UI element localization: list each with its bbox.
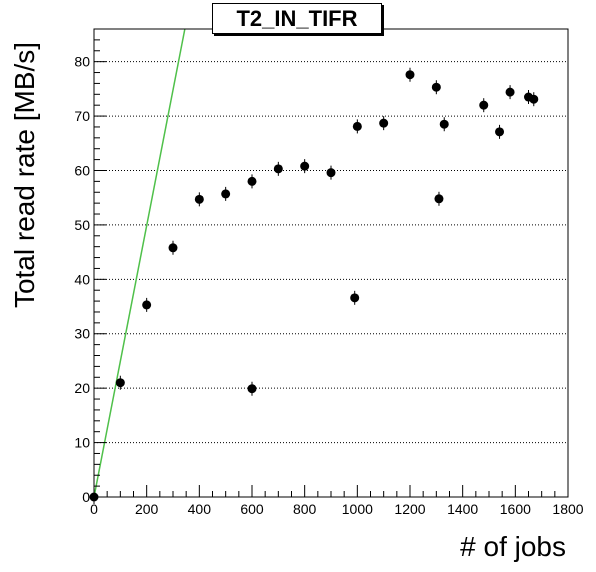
y-tick-label: 80 (74, 54, 90, 70)
data-point (300, 161, 310, 171)
y-tick-label: 70 (74, 108, 90, 124)
y-tick-label: 30 (74, 326, 90, 342)
reference-line-layer (93, 28, 186, 498)
data-point (350, 293, 360, 303)
x-tick-label: 600 (240, 501, 264, 517)
data-point (273, 164, 283, 174)
data-point (529, 94, 539, 104)
data-point (431, 82, 441, 92)
data-point (115, 378, 125, 388)
data-points-layer (89, 67, 539, 504)
data-point (221, 189, 231, 199)
data-point (247, 176, 257, 186)
y-tick-label: 10 (74, 435, 90, 451)
data-point (505, 87, 515, 97)
x-tick-label: 400 (188, 501, 212, 517)
grid-lines (94, 61, 568, 444)
y-tick-label: 40 (74, 271, 90, 287)
reference-line (93, 28, 186, 498)
y-tick-label: 20 (74, 380, 90, 396)
x-tick-label: 1600 (500, 501, 531, 517)
data-point (142, 300, 152, 310)
data-point (352, 121, 362, 131)
y-tick-label: 0 (82, 489, 90, 505)
y-axis: 0 10 20 30 40 50 60 70 80 (74, 28, 106, 505)
data-point (247, 384, 257, 394)
x-axis-title: # of jobs (460, 531, 566, 562)
x-tick-label: 800 (293, 501, 317, 517)
y-tick-label: 60 (74, 162, 90, 178)
x-tick-label: 1200 (394, 501, 425, 517)
data-point (379, 118, 389, 128)
x-tick-label: 1400 (447, 501, 478, 517)
y-axis-title: Total read rate [MB/s] (9, 42, 40, 308)
data-point (405, 70, 415, 80)
plot-frame (93, 28, 569, 498)
data-point (479, 100, 489, 110)
x-tick-label: 1000 (342, 501, 373, 517)
data-point (439, 119, 449, 129)
data-point (434, 194, 444, 204)
x-tick-label: 200 (135, 501, 159, 517)
data-point (495, 127, 505, 137)
data-point (326, 168, 336, 178)
x-axis: 0 200 400 600 800 1000 1200 1400 1600 1800 (90, 485, 584, 517)
data-point (168, 243, 178, 253)
chart-title: T2_IN_TIFR (212, 3, 382, 34)
y-tick-label: 50 (74, 217, 90, 233)
data-point (194, 194, 204, 204)
x-tick-label: 1800 (552, 501, 583, 517)
x-tick-label: 0 (90, 501, 98, 517)
